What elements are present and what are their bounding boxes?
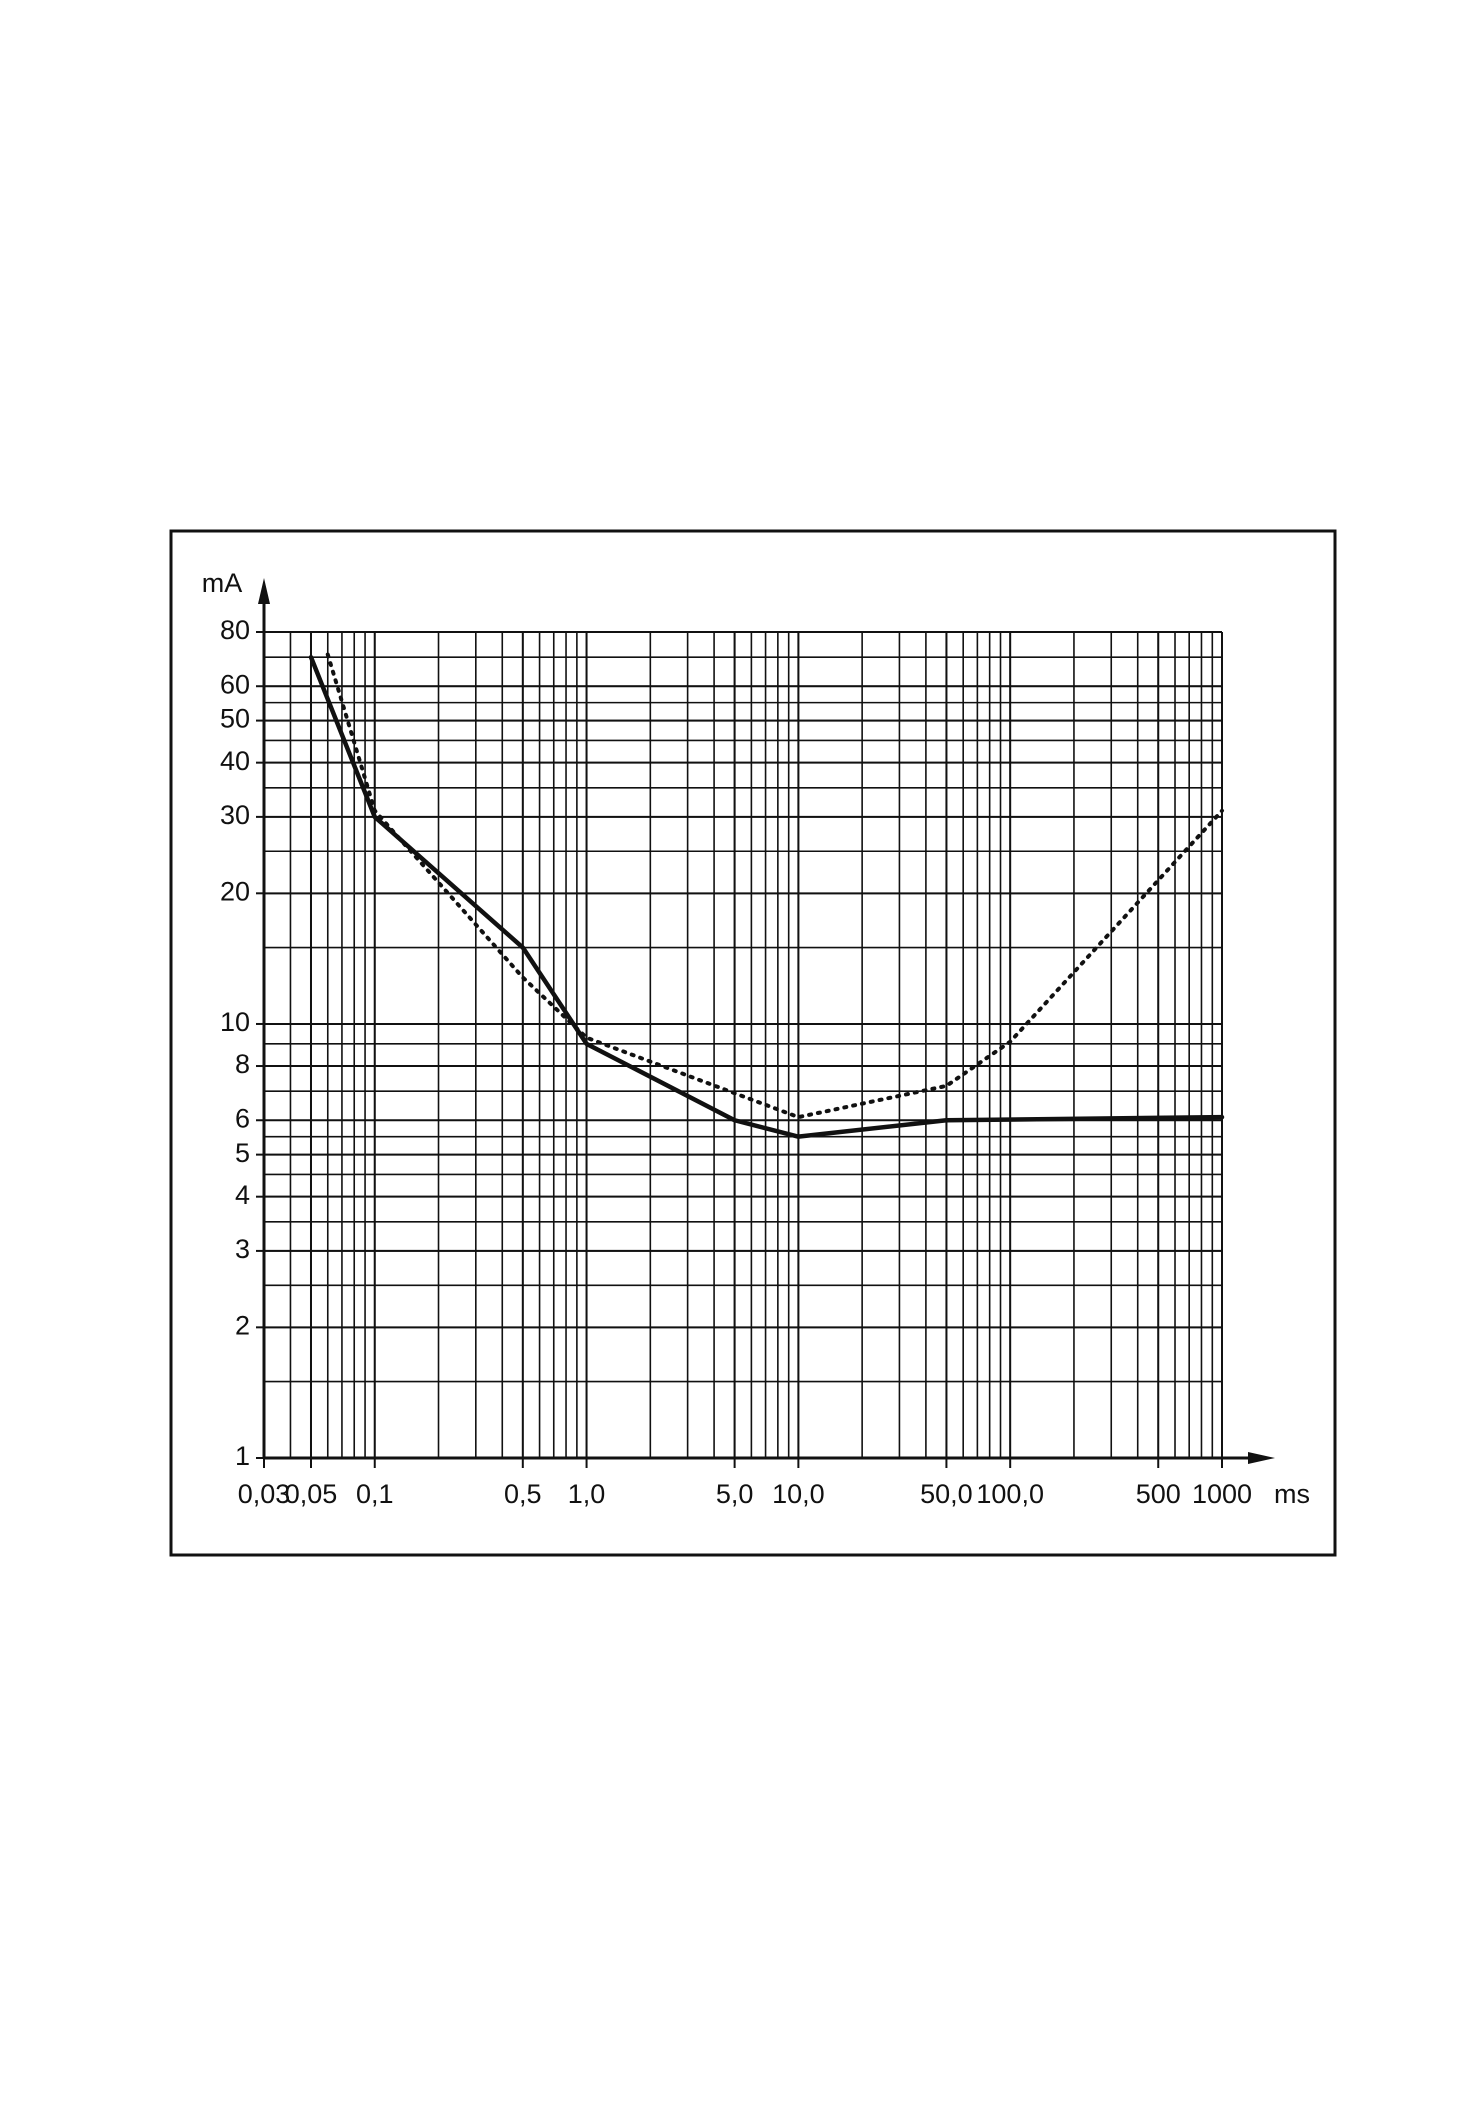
- y-tick-label: 30: [220, 800, 250, 830]
- x-tick-label: 0,5: [504, 1479, 542, 1509]
- y-tick-label: 5: [235, 1138, 250, 1168]
- y-tick-label: 60: [220, 669, 250, 699]
- x-tick-label: 1,0: [568, 1479, 606, 1509]
- x-tick-label: 100,0: [976, 1479, 1044, 1509]
- y-tick-label: 8: [235, 1049, 250, 1079]
- series-line: [325, 652, 1224, 1120]
- x-tick-label: 5,0: [716, 1479, 754, 1509]
- y-tick-label: 80: [220, 615, 250, 645]
- x-tick-label: 0,05: [285, 1479, 338, 1509]
- x-tick-label: 500: [1136, 1479, 1181, 1509]
- y-axis-label: mA: [202, 568, 243, 598]
- y-axis-arrow: [258, 578, 270, 604]
- y-tick-label: 4: [235, 1180, 250, 1210]
- x-tick-label: 1000: [1192, 1479, 1252, 1509]
- x-axis-label: ms: [1274, 1479, 1310, 1509]
- y-tick-label: 40: [220, 746, 250, 776]
- x-tick-label: 10,0: [772, 1479, 825, 1509]
- y-tick-label: 2: [235, 1310, 250, 1340]
- x-axis-arrow: [1248, 1452, 1275, 1464]
- y-tick-label: 6: [235, 1103, 250, 1133]
- frame: [169, 529, 1337, 1557]
- y-tick-label: 10: [220, 1007, 250, 1037]
- x-tick-label: 0,1: [356, 1479, 394, 1509]
- y-tick-label: 50: [220, 704, 250, 734]
- x-tick-label: 50,0: [920, 1479, 973, 1509]
- y-tick-label: 3: [235, 1234, 250, 1264]
- series-line: [308, 654, 1225, 1139]
- x-tick-label: 0,03: [238, 1479, 291, 1509]
- y-tick-label: 20: [220, 876, 250, 906]
- y-tick-label: 1: [235, 1441, 250, 1471]
